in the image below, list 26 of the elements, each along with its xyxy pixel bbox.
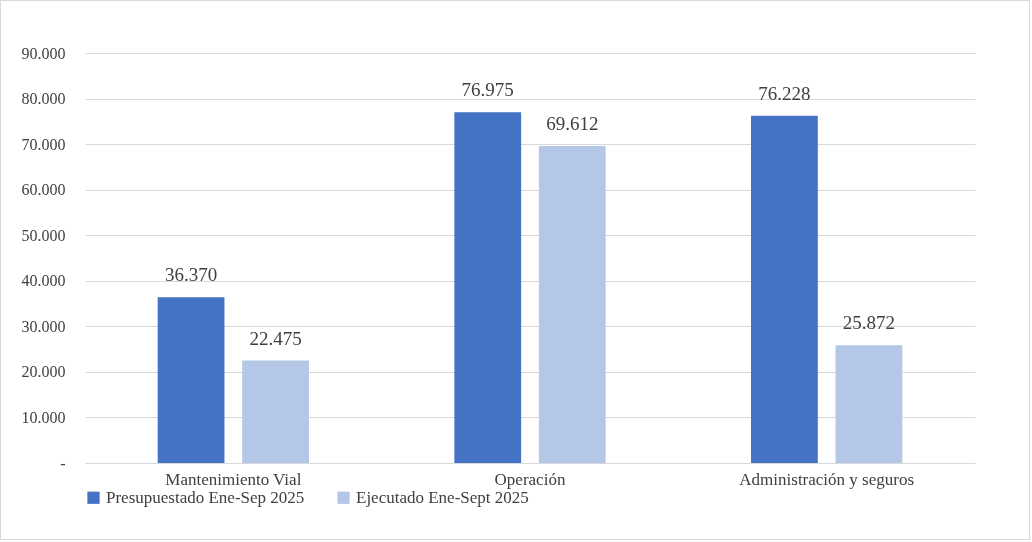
x-tick-label: Operación xyxy=(494,469,566,489)
y-tick-label: 70.000 xyxy=(21,135,66,153)
y-tick-label: - xyxy=(60,454,66,472)
x-tick-label: Administración y seguros xyxy=(739,469,915,489)
bar xyxy=(538,145,606,463)
bar xyxy=(751,115,818,463)
y-tick-label: 30.000 xyxy=(21,317,66,335)
bar xyxy=(157,297,225,463)
y-tick-label: 40.000 xyxy=(21,272,66,290)
bar xyxy=(242,360,309,463)
data-label: 76.975 xyxy=(461,79,514,101)
legend-label: Presupuestado Ene-Sep 2025 xyxy=(106,487,305,507)
bar xyxy=(835,345,903,463)
y-tick-label: 60.000 xyxy=(21,181,66,199)
y-tick-label: 90.000 xyxy=(21,44,66,62)
bar xyxy=(454,112,522,463)
x-tick-label: Mantenimiento Vial xyxy=(165,469,302,489)
y-tick-label: 20.000 xyxy=(21,363,66,381)
data-label: 36.370 xyxy=(164,264,218,286)
y-tick-label: 80.000 xyxy=(21,90,66,108)
y-tick-label: 50.000 xyxy=(21,226,66,244)
data-label: 22.475 xyxy=(249,327,302,349)
y-tick-label: 10.000 xyxy=(21,408,66,426)
data-label: 69.612 xyxy=(546,112,599,134)
data-label: 25.872 xyxy=(842,312,896,334)
data-label: 76.228 xyxy=(758,82,811,104)
